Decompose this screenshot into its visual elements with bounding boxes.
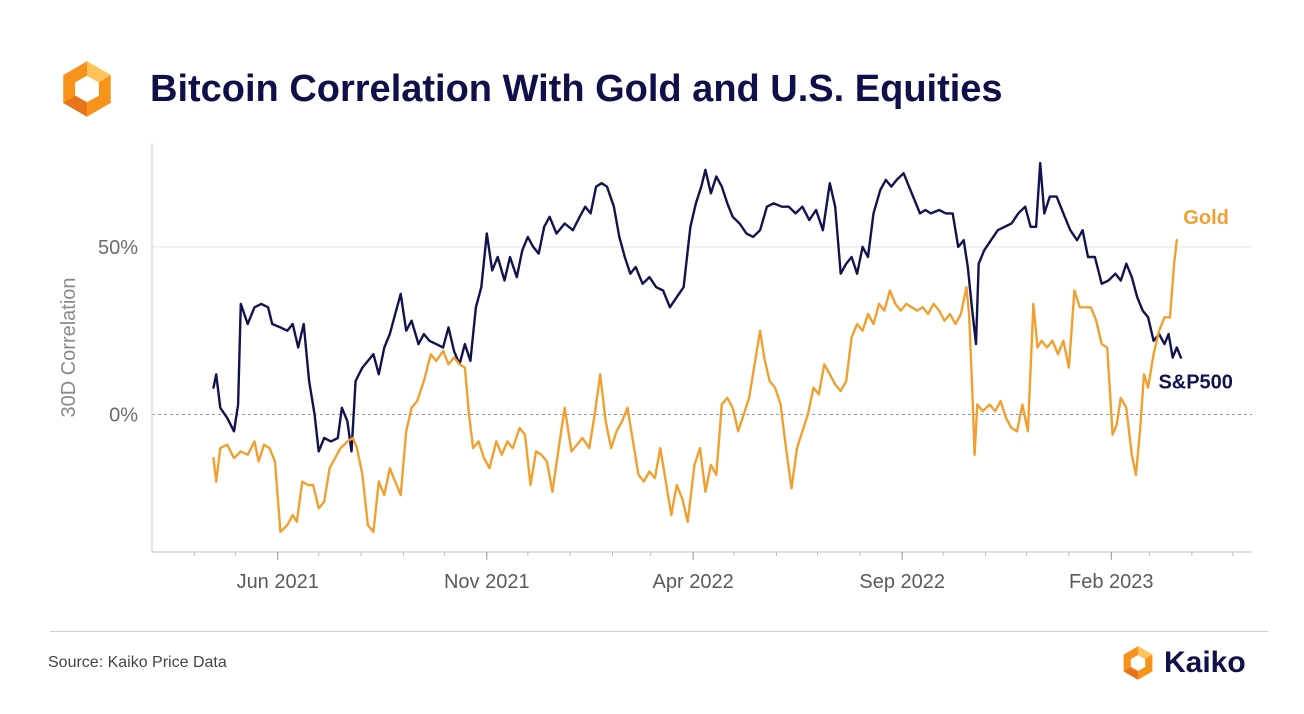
footer-divider (50, 631, 1268, 632)
kaiko-logo-icon (1123, 646, 1153, 680)
chart-grid (152, 246, 1252, 416)
series-line-s-p500 (212, 161, 1183, 453)
series-label-s-p500: S&P500 (1158, 372, 1233, 394)
chart-series (212, 161, 1183, 534)
x-tick-label: Sep 2022 (859, 571, 945, 593)
series-line-gold (212, 238, 1179, 534)
y-axis-label: 30D Correlation (58, 277, 80, 417)
y-tick-label: 0% (109, 405, 138, 427)
chart-axes: 0% 50% Jun 2021 Nov 2021 Apr 2022 Sep 2022 Feb… (58, 143, 1252, 593)
line-chart: 0% 50% Jun 2021 Nov 2021 Apr 2022 Sep 2022 Feb… (58, 143, 1252, 593)
chart-labels: Gold S&P500 (1158, 207, 1233, 393)
x-tick-label: Jun 2021 (237, 571, 319, 593)
x-tick-label: Feb 2023 (1069, 571, 1154, 593)
chart-title: Bitcoin Correlation With Gold and U.S. E… (150, 68, 1003, 110)
kaiko-logo-icon (63, 61, 111, 117)
source-note: Source: Kaiko Price Data (48, 654, 227, 671)
y-tick-label: 50% (98, 237, 138, 259)
brand-name: Kaiko (1164, 646, 1246, 679)
x-tick-label: Nov 2021 (444, 571, 530, 593)
brand-logo: Kaiko (1118, 642, 1246, 684)
x-tick-label: Apr 2022 (653, 571, 734, 593)
series-label-gold: Gold (1183, 207, 1229, 229)
